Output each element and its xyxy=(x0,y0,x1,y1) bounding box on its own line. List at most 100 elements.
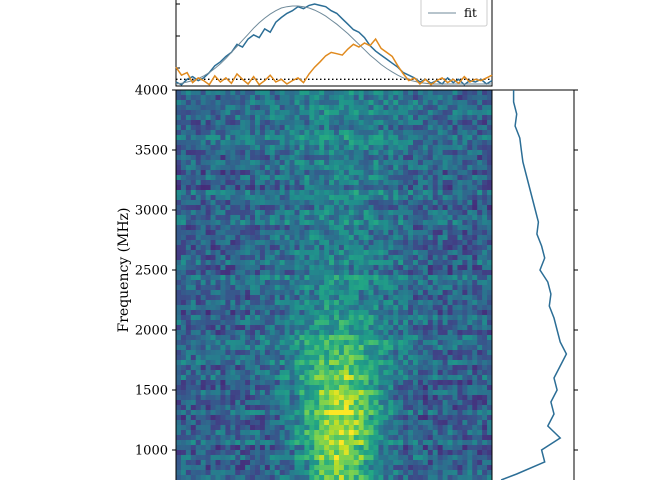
heatmap-cell xyxy=(210,435,216,441)
heatmap-cell xyxy=(427,135,434,141)
heatmap-cell xyxy=(309,330,315,336)
heatmap-cell xyxy=(245,420,251,426)
heatmap-cell xyxy=(427,265,434,271)
heatmap-cell xyxy=(383,360,389,366)
heatmap-cell xyxy=(437,140,444,146)
heatmap-cell xyxy=(482,160,488,166)
heatmap-cell xyxy=(472,430,478,436)
heatmap-cell xyxy=(442,455,448,461)
heatmap-cell xyxy=(487,110,492,116)
heatmap-cell xyxy=(413,245,419,251)
heatmap-cell xyxy=(437,165,444,171)
heatmap-cell xyxy=(447,130,453,136)
heatmap-cell xyxy=(299,275,305,281)
heatmap-cell xyxy=(279,290,286,296)
heatmap-cell xyxy=(299,430,305,436)
heatmap-cell xyxy=(324,225,330,231)
heatmap-cell xyxy=(487,360,492,366)
heatmap-cell xyxy=(363,110,369,116)
heatmap-cell xyxy=(417,95,424,101)
heatmap-cell xyxy=(348,240,355,246)
heatmap-cell xyxy=(215,155,221,161)
heatmap-cell xyxy=(279,370,286,376)
heatmap-cell xyxy=(403,215,409,221)
heatmap-cell xyxy=(334,125,340,131)
heatmap-cell xyxy=(309,280,315,286)
heatmap-cell xyxy=(413,175,419,181)
heatmap-cell xyxy=(427,130,434,136)
heatmap-cell xyxy=(393,405,399,411)
heatmap-cell xyxy=(467,245,473,251)
heatmap-cell xyxy=(264,405,271,411)
heatmap-cell xyxy=(284,110,290,116)
heatmap-cell xyxy=(368,360,374,366)
heatmap-cell xyxy=(205,435,211,441)
heatmap-cell xyxy=(220,375,226,381)
heatmap-cell xyxy=(358,365,365,371)
heatmap-cell xyxy=(368,260,374,266)
heatmap-cell xyxy=(358,430,365,436)
heatmap-cell xyxy=(462,140,468,146)
heatmap-cell xyxy=(363,200,369,206)
heatmap-cell xyxy=(487,90,492,96)
heatmap-cell xyxy=(334,440,340,446)
heatmap-cell xyxy=(180,310,187,316)
heatmap-cell xyxy=(319,460,325,466)
heatmap-cell xyxy=(329,295,335,301)
heatmap-cell xyxy=(205,385,211,391)
heatmap-cell xyxy=(185,95,192,101)
heatmap-cell xyxy=(205,225,211,231)
heatmap-cell xyxy=(314,290,320,296)
heatmap-cell xyxy=(274,350,281,356)
heatmap-cell xyxy=(235,440,241,446)
heatmap-cell xyxy=(442,235,448,241)
heatmap-cell xyxy=(319,350,325,356)
heatmap-cell xyxy=(205,165,211,171)
heatmap-cell xyxy=(289,445,295,451)
heatmap-cell xyxy=(319,395,325,401)
heatmap-cell xyxy=(190,190,197,196)
heatmap-cell xyxy=(482,380,488,386)
heatmap-cell xyxy=(319,120,325,126)
heatmap-cell xyxy=(363,210,369,216)
heatmap-cell xyxy=(457,455,463,461)
heatmap-cell xyxy=(368,275,374,281)
heatmap-cell xyxy=(210,205,216,211)
heatmap-cell xyxy=(408,290,414,296)
heatmap-cell xyxy=(309,365,315,371)
heatmap-cell xyxy=(274,290,281,296)
heatmap-cell xyxy=(427,370,434,376)
heatmap-cell xyxy=(195,130,202,136)
heatmap-cell xyxy=(338,455,345,461)
heatmap-cell xyxy=(442,315,448,321)
heatmap-cell xyxy=(462,230,468,236)
heatmap-cell xyxy=(447,235,453,241)
heatmap-cell xyxy=(180,255,187,261)
heatmap-cell xyxy=(334,435,340,441)
heatmap-cell xyxy=(398,105,404,111)
heatmap-cell xyxy=(343,380,350,386)
heatmap-cell xyxy=(457,475,463,480)
heatmap-cell xyxy=(447,425,453,431)
heatmap-cell xyxy=(259,165,266,171)
heatmap-cell xyxy=(210,455,216,461)
heatmap-cell xyxy=(329,145,335,151)
heatmap-cell xyxy=(487,335,492,341)
heatmap-cell xyxy=(294,100,300,106)
heatmap-cell xyxy=(353,110,360,116)
heatmap-cell xyxy=(319,360,325,366)
heatmap-cell xyxy=(284,415,290,421)
heatmap-cell xyxy=(274,430,281,436)
heatmap-cell xyxy=(457,230,463,236)
heatmap-cell xyxy=(230,365,236,371)
heatmap-cell xyxy=(319,425,325,431)
heatmap-cell xyxy=(343,390,350,396)
heatmap-cell xyxy=(403,145,409,151)
heatmap-cell xyxy=(215,225,221,231)
heatmap-cell xyxy=(185,195,192,201)
heatmap-cell xyxy=(319,280,325,286)
heatmap-cell xyxy=(417,290,424,296)
heatmap-cell xyxy=(442,440,448,446)
heatmap-cell xyxy=(235,295,241,301)
heatmap-cell xyxy=(338,315,345,321)
